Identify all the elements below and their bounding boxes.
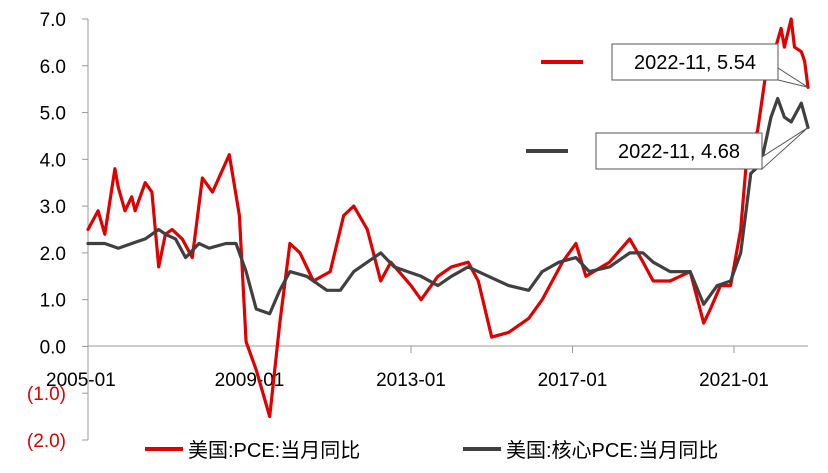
y-tick-label: (1.0) <box>27 384 66 405</box>
data-label: 2022-11, 5.54 <box>634 52 756 74</box>
legend-label: 美国:PCE:当月同比 <box>188 439 360 462</box>
data-label: 2022-11, 4.68 <box>618 141 740 163</box>
y-tick-label: 6.0 <box>40 57 66 78</box>
y-tick-label: 0.0 <box>40 337 66 358</box>
x-tick-label: 2005-01 <box>46 370 116 391</box>
callouts: 2022-11, 5.54 2022-11, 4.68 <box>526 43 809 171</box>
y-tick-label: 4.0 <box>40 150 66 171</box>
legend: 美国:PCE:当月同比 美国:核心PCE:当月同比 <box>145 439 718 462</box>
series-layer <box>86 17 810 419</box>
x-tick-label: 2009-01 <box>215 370 285 391</box>
y-tick-label: 7.0 <box>40 10 66 31</box>
callout-box <box>611 43 779 81</box>
callout-box <box>595 132 763 170</box>
series-line-core-pce <box>86 96 810 316</box>
y-tick-label: 3.0 <box>40 197 66 218</box>
axes: 7.0 6.0 5.0 4.0 3.0 2.0 1.0 0.0 (1.0) (2.0) 2005-0… <box>27 10 808 452</box>
y-tick-label: 5.0 <box>40 104 66 125</box>
x-tick-label: 2021-01 <box>699 370 769 391</box>
y-tick-label: 2.0 <box>40 244 66 265</box>
callout-pointer <box>777 67 809 88</box>
x-tick-label: 2013-01 <box>376 370 446 391</box>
legend-label: 美国:核心PCE:当月同比 <box>506 439 718 462</box>
y-tick-label: (2.0) <box>27 431 66 452</box>
x-tick-label: 2017-01 <box>538 370 608 391</box>
y-tick-label: 1.0 <box>40 291 66 312</box>
